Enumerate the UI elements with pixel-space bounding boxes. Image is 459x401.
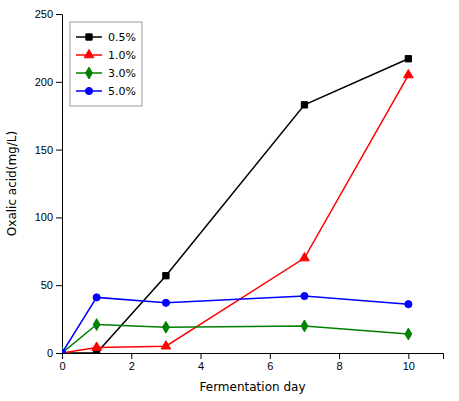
tick-label: 2 <box>129 360 135 372</box>
tick: 150 <box>35 144 62 156</box>
tick: 4 <box>198 353 204 372</box>
series-line <box>62 296 408 353</box>
tick: 0 <box>47 347 62 359</box>
tick-mark <box>408 353 409 359</box>
tick-label: 200 <box>35 76 53 88</box>
legend-box <box>70 22 142 106</box>
x-axis: 0 2 4 6 8 10 <box>59 353 443 372</box>
legend-label: 0.5% <box>108 31 136 44</box>
tick-label: 10 <box>403 360 415 372</box>
legend-item: 5.0% <box>76 85 136 98</box>
tick-mark <box>56 82 62 83</box>
tick: 250 <box>35 8 62 20</box>
point <box>163 321 170 333</box>
tick-mark <box>56 14 62 15</box>
point <box>405 56 411 62</box>
tick-label: 0 <box>59 360 65 372</box>
axis-line <box>56 15 63 354</box>
tick-mark <box>56 285 62 286</box>
point <box>405 301 412 308</box>
tick-label: 6 <box>267 360 273 372</box>
tick: 50 <box>41 279 62 291</box>
legend-marker <box>85 87 92 94</box>
point <box>301 320 308 332</box>
axis-line <box>63 354 444 360</box>
series-line <box>62 75 408 353</box>
tick-label: 0 <box>47 347 53 359</box>
point <box>300 253 310 261</box>
tick: 6 <box>267 353 273 372</box>
tick-label: 50 <box>41 279 53 291</box>
tick-mark <box>56 150 62 151</box>
tick: 200 <box>35 76 62 88</box>
tick-mark <box>270 353 271 359</box>
legend-label: 1.0% <box>108 49 136 62</box>
tick-label: 250 <box>35 8 53 20</box>
series-line <box>62 325 408 353</box>
legend-label: 3.0% <box>108 67 136 80</box>
tick-mark <box>201 353 202 359</box>
legend: 0.5% 1.0% 3.0% 5.0% <box>70 22 142 106</box>
chart: 0246810050100150200250Fermentation dayOx… <box>0 0 459 401</box>
point <box>93 319 100 331</box>
tick: 2 <box>129 353 135 372</box>
point <box>161 341 171 349</box>
tick-mark <box>339 353 340 359</box>
point <box>93 294 100 301</box>
y-axis: 0 50 100 150 200 250 <box>35 8 63 359</box>
legend-marker <box>86 34 92 40</box>
point <box>301 292 308 299</box>
tick-mark <box>131 353 132 359</box>
tick: 10 <box>403 353 415 372</box>
tick-label: 100 <box>35 211 53 223</box>
legend-item: 1.0% <box>76 49 136 62</box>
point <box>301 102 307 108</box>
legend-marker <box>84 49 94 57</box>
y-axis-title: Oxalic acid(mg/L) <box>5 131 19 236</box>
tick: 0 <box>59 353 65 372</box>
tick-label: 8 <box>337 360 343 372</box>
point <box>163 273 169 279</box>
x-axis-title: Fermentation day <box>200 380 306 394</box>
point <box>62 350 65 353</box>
legend-item: 0.5% <box>76 31 136 44</box>
point <box>404 69 414 77</box>
tick: 100 <box>35 211 62 223</box>
legend-item: 3.0% <box>76 67 136 80</box>
point <box>62 349 66 353</box>
point <box>405 328 412 340</box>
legend-marker <box>86 67 93 79</box>
legend-label: 5.0% <box>108 85 136 98</box>
tick-label: 4 <box>198 360 204 372</box>
tick: 8 <box>337 353 343 372</box>
point <box>92 342 102 350</box>
point <box>162 299 169 306</box>
plot: 0246810050100150200250Fermentation dayOx… <box>5 8 444 394</box>
tick-label: 150 <box>35 144 53 156</box>
tick-mark <box>56 217 62 218</box>
tick-mark <box>56 353 62 354</box>
